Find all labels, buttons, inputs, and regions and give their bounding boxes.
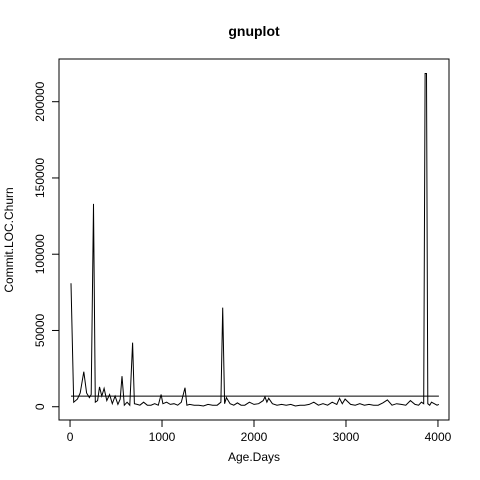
y-tick-label: 150000 [33,158,47,198]
x-tick-label: 4000 [425,430,452,444]
x-tick-label: 2000 [241,430,268,444]
y-tick-label: 100000 [33,234,47,274]
chart-title: gnuplot [228,23,280,39]
y-tick-label: 0 [33,403,47,410]
x-tick-label: 3000 [333,430,360,444]
x-axis: 0 1000 2000 3000 4000 [67,419,452,444]
plot-area [70,73,440,407]
x-tick-label: 0 [67,430,74,444]
y-axis: 0 50000 100000 150000 200000 [33,81,60,410]
y-tick-label: 50000 [33,313,47,347]
y-axis-label: Commit.LOC.Churn [2,187,16,292]
churn-series-line [70,73,440,407]
x-tick-label: 1000 [149,430,176,444]
x-axis-label: Age.Days [228,450,280,464]
y-tick-label: 200000 [33,81,47,121]
